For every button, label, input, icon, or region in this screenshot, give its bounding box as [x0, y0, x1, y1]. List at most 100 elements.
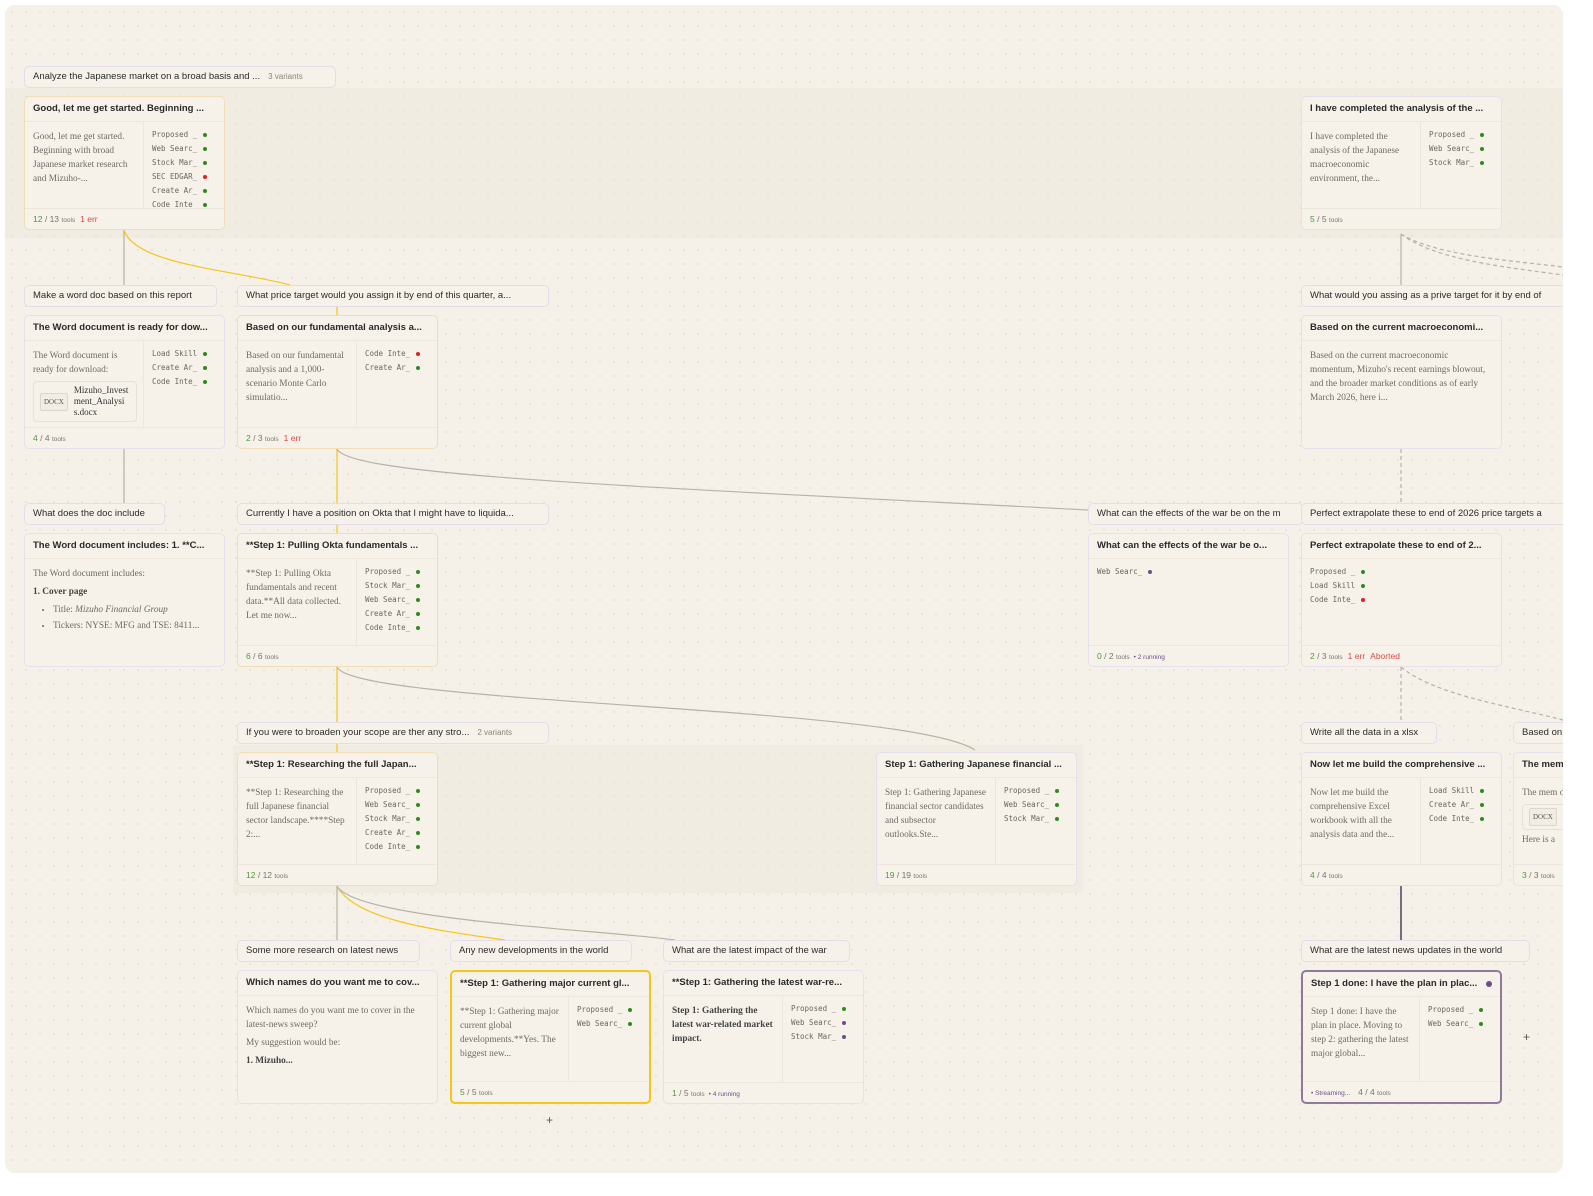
tool-call-item[interactable]: Code Inte_	[1310, 593, 1495, 607]
tools-done-count: 6	[246, 651, 251, 661]
tool-call-item[interactable]: Create Ar_	[365, 826, 431, 840]
response-card[interactable]: **Step 1: Gathering major current gl... *…	[450, 970, 651, 1104]
tool-call-item[interactable]: Load Skill	[152, 347, 218, 361]
prompt-node[interactable]: What are the latest news updates in the …	[1301, 940, 1530, 962]
tool-call-item[interactable]: Web Searc_	[152, 142, 218, 156]
tool-call-item[interactable]: Load Skill	[1429, 784, 1495, 798]
file-attachment[interactable]: DOCX	[1522, 804, 1563, 830]
prompt-node[interactable]: What are the latest impact of the war	[663, 940, 850, 962]
card-footer: 12 / 12 tools	[238, 864, 437, 885]
tool-call-item[interactable]: Stock Mar_	[1004, 812, 1070, 826]
card-title-text: **Step 1: Pulling Okta fundamentals ...	[246, 540, 419, 551]
tools-total-count: / 12	[257, 870, 273, 880]
card-title: Step 1: Gathering Japanese financial ...	[877, 753, 1076, 778]
tool-call-item[interactable]: Web Searc_	[1004, 798, 1070, 812]
prompt-node[interactable]: What can the effects of the war be on th…	[1088, 503, 1303, 525]
prompt-node[interactable]: Some more research on latest news	[237, 940, 420, 962]
tool-call-item[interactable]: Create Ar_	[1429, 798, 1495, 812]
tool-call-item[interactable]: Web Searc_	[1097, 565, 1282, 579]
tool-call-item[interactable]: Stock Mar_	[365, 812, 431, 826]
tool-name: Stock Mar_	[1004, 814, 1050, 823]
tool-call-item[interactable]: Web Searc_	[365, 798, 431, 812]
tool-call-item[interactable]: Code Inte_	[152, 198, 218, 212]
conversation-tree-canvas[interactable]: Analyze the Japanese market on a broad b…	[5, 5, 1563, 1173]
tool-call-item[interactable]: Code Inte_	[1429, 812, 1495, 826]
tool-call-item[interactable]: Code Inte_	[365, 840, 431, 854]
response-card[interactable]: The Word document is ready for dow... The…	[24, 315, 225, 449]
tool-name: Code Inte_	[365, 623, 411, 632]
prompt-text: What would you assing as a prive target …	[1310, 290, 1542, 301]
response-card[interactable]: I have completed the analysis of the ...…	[1301, 96, 1502, 230]
response-card[interactable]: Which names do you want me to cov... Whic…	[237, 970, 438, 1104]
response-card[interactable]: Good, let me get started. Beginning ... G…	[24, 96, 225, 230]
tool-call-item[interactable]: Code Inte_	[152, 375, 218, 389]
variants-count: 3 variants	[268, 72, 303, 81]
tool-call-item[interactable]: Web Searc_	[577, 1017, 643, 1031]
tool-name: Load Skill	[1429, 786, 1475, 795]
tools-total-count: / 5	[679, 1088, 689, 1098]
response-card[interactable]: Perfect extrapolate these to end of 2...…	[1301, 533, 1502, 667]
tool-call-item[interactable]: Stock Mar_	[365, 579, 431, 593]
response-card[interactable]: What can the effects of the war be o... W…	[1088, 533, 1289, 667]
tool-name: Create Ar_	[152, 186, 198, 195]
prompt-node[interactable]: Make a word doc based on this report	[24, 285, 217, 307]
tool-name: Proposed _	[1310, 567, 1356, 576]
tool-call-item[interactable]: Proposed _	[152, 128, 218, 142]
response-card[interactable]: The mem The mem download DOCX Here is a 3 / …	[1513, 752, 1563, 886]
tool-call-item[interactable]: Web Searc_	[365, 593, 431, 607]
response-card[interactable]: Now let me build the comprehensive ... No…	[1301, 752, 1502, 886]
response-card[interactable]: **Step 1: Researching the full Japan... *…	[237, 752, 438, 886]
status-dot-icon	[416, 584, 421, 588]
tool-call-item[interactable]: Create Ar_	[365, 361, 431, 375]
tool-call-item[interactable]: Stock Mar_	[791, 1030, 857, 1044]
tool-call-item[interactable]: Proposed _	[1429, 128, 1495, 142]
prompt-node[interactable]: Currently I have a position on Okta that…	[237, 503, 549, 525]
tool-call-item[interactable]: Load Skill	[1310, 579, 1495, 593]
tools-unit: tools	[51, 436, 66, 443]
response-card[interactable]: The Word document includes: 1. **C... The…	[24, 533, 225, 667]
response-card[interactable]: Based on the current macroeconomi... Base…	[1301, 315, 1502, 449]
tool-call-item[interactable]: Code Inte_	[365, 621, 431, 635]
tool-call-item[interactable]: Proposed _	[791, 1002, 857, 1016]
tool-call-item[interactable]: Proposed _	[1310, 565, 1495, 579]
tool-call-item[interactable]: Web Searc_	[1428, 1017, 1494, 1031]
prompt-node[interactable]: What price target would you assign it by…	[237, 285, 549, 307]
response-card[interactable]: **Step 1: Gathering the latest war-re...…	[663, 970, 864, 1104]
response-card[interactable]: Step 1: Gathering Japanese financial ...…	[876, 752, 1077, 886]
response-card[interactable]: Step 1 done: I have the plan in plac... S…	[1301, 970, 1502, 1104]
tools-done-count: 4	[1310, 870, 1315, 880]
tool-call-item[interactable]: Proposed _	[1428, 1003, 1494, 1017]
file-attachment[interactable]: DOCX Mizuho_Investment_Analysis.docx	[33, 381, 137, 422]
tool-call-item[interactable]: SEC EDGAR_	[152, 170, 218, 184]
card-body: **Step 1: Gathering major current global…	[452, 997, 649, 1082]
tool-call-item[interactable]: Proposed _	[365, 565, 431, 579]
prompt-node[interactable]: What would you assing as a prive target …	[1301, 285, 1563, 307]
tool-call-item[interactable]: Create Ar_	[365, 607, 431, 621]
prompt-node[interactable]: If you were to broaden your scope are th…	[237, 722, 549, 744]
prompt-node[interactable]: Any new developments in the world	[450, 940, 632, 962]
tool-call-item[interactable]: Create Ar_	[152, 361, 218, 375]
prompt-node[interactable]: Based on	[1513, 722, 1563, 744]
tool-call-item[interactable]: Proposed _	[577, 1003, 643, 1017]
tools-unit: tools	[1115, 654, 1130, 661]
tool-call-item[interactable]: Web Searc_	[791, 1016, 857, 1030]
tool-call-item[interactable]: Proposed _	[1004, 784, 1070, 798]
response-card[interactable]: Based on our fundamental analysis a... Ba…	[237, 315, 438, 449]
add-branch-button[interactable]: +	[1523, 1030, 1531, 1044]
prompt-node[interactable]: Write all the data in a xlsx	[1301, 722, 1437, 744]
preview-paragraph: The Word document is ready for download:	[33, 351, 118, 375]
prompt-node[interactable]: Analyze the Japanese market on a broad b…	[24, 66, 336, 88]
prompt-node[interactable]: Perfect extrapolate these to end of 2026…	[1301, 503, 1563, 525]
preview-paragraph: Step 1: Gathering Japanese financial sec…	[885, 788, 986, 840]
tool-call-item[interactable]: Code Inte_	[365, 347, 431, 361]
tool-call-item[interactable]: Create Ar_	[152, 184, 218, 198]
card-body: The mem download DOCX Here is a	[1514, 778, 1563, 865]
prompt-node[interactable]: What does the doc include	[24, 503, 165, 525]
tool-call-item[interactable]: Web Searc_	[1429, 142, 1495, 156]
status-dot-icon	[1479, 1008, 1484, 1012]
tool-call-item[interactable]: Stock Mar_	[1429, 156, 1495, 170]
tool-call-item[interactable]: Proposed _	[365, 784, 431, 798]
add-branch-button[interactable]: +	[546, 1113, 554, 1127]
response-card[interactable]: **Step 1: Pulling Okta fundamentals ... *…	[237, 533, 438, 667]
tool-call-item[interactable]: Stock Mar_	[152, 156, 218, 170]
